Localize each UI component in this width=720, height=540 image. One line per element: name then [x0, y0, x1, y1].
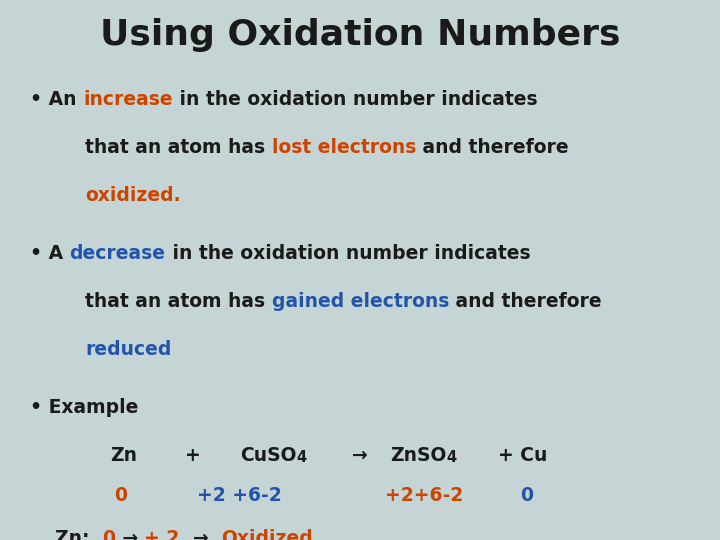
Text: and therefore: and therefore [449, 292, 602, 311]
Text: and therefore: and therefore [416, 138, 569, 157]
Text: →: → [115, 529, 144, 540]
Text: + Cu: + Cu [498, 446, 547, 465]
Text: gained electrons: gained electrons [271, 292, 449, 311]
Text: 4: 4 [297, 450, 307, 465]
Text: 0: 0 [520, 486, 533, 505]
Text: →: → [179, 529, 221, 540]
Text: 4: 4 [446, 450, 456, 465]
Text: decrease: decrease [70, 244, 166, 263]
Text: + 2: + 2 [144, 529, 179, 540]
Text: in the oxidation number indicates: in the oxidation number indicates [173, 90, 537, 109]
Text: →: → [352, 446, 368, 465]
Text: +2 +6-2: +2 +6-2 [197, 486, 282, 505]
Text: • A: • A [30, 244, 70, 263]
Text: lost electrons: lost electrons [271, 138, 416, 157]
Text: reduced: reduced [85, 340, 171, 359]
Text: that an atom has: that an atom has [85, 138, 271, 157]
Text: +: + [185, 446, 201, 465]
Text: increase: increase [83, 90, 173, 109]
Text: ZnSO: ZnSO [390, 446, 446, 465]
Text: Oxidized: Oxidized [221, 529, 313, 540]
Text: • Example: • Example [30, 398, 138, 417]
Text: Using Oxidation Numbers: Using Oxidation Numbers [100, 18, 620, 52]
Text: that an atom has: that an atom has [85, 292, 271, 311]
Text: CuSO: CuSO [240, 446, 297, 465]
Text: +2+6-2: +2+6-2 [385, 486, 463, 505]
Text: 0: 0 [102, 529, 115, 540]
Text: Zn:: Zn: [55, 529, 102, 540]
Text: oxidized.: oxidized. [85, 186, 181, 205]
Text: • An: • An [30, 90, 83, 109]
Text: Zn: Zn [110, 446, 137, 465]
Text: 0: 0 [114, 486, 127, 505]
Text: in the oxidation number indicates: in the oxidation number indicates [166, 244, 530, 263]
